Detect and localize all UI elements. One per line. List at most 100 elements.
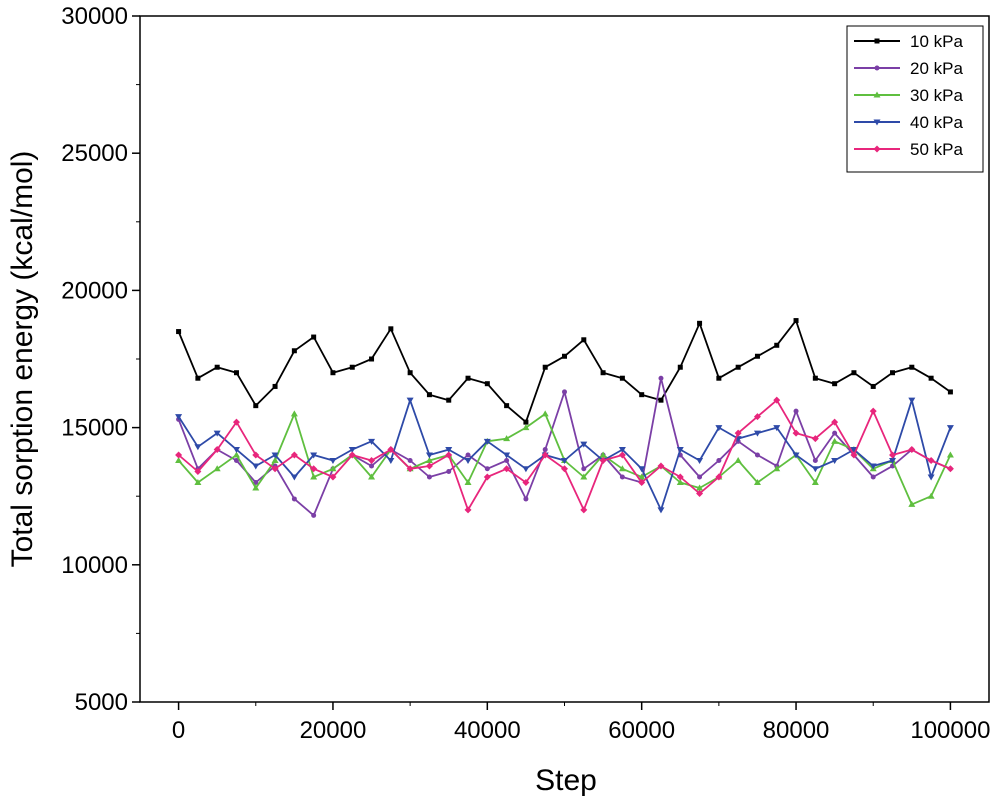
data-point-20-kpa: [311, 512, 317, 518]
data-point-50-kpa: [657, 462, 665, 470]
data-point-50-kpa: [522, 478, 530, 486]
data-point-40-kpa: [946, 425, 954, 432]
data-point-20-kpa: [658, 375, 664, 381]
data-point-50-kpa: [618, 451, 626, 459]
data-point-10-kpa: [870, 383, 876, 389]
data-point-40-kpa: [927, 474, 935, 481]
data-point-50-kpa: [271, 465, 279, 473]
data-point-30-kpa: [811, 478, 819, 485]
data-point-30-kpa: [773, 465, 781, 472]
x-tick-label: 20000: [300, 717, 367, 744]
data-point-50-kpa: [232, 418, 240, 426]
data-point-50-kpa: [696, 489, 704, 497]
data-point-10-kpa: [253, 403, 259, 409]
data-point-50-kpa: [503, 465, 511, 473]
data-point-40-kpa: [753, 430, 761, 437]
data-point-50-kpa: [599, 457, 607, 465]
series-layer: [175, 318, 954, 518]
series-line-20-kpa: [177, 377, 951, 517]
data-point-20-kpa: [504, 458, 510, 464]
data-point-40-kpa: [792, 452, 800, 459]
data-point-50-kpa: [676, 473, 684, 481]
data-point-20-kpa: [484, 466, 490, 472]
data-point-10-kpa: [947, 389, 953, 395]
y-axis-title: Total sorption energy (kcal/mol): [6, 151, 39, 568]
data-point-50-kpa: [483, 473, 491, 481]
legend-marker: [873, 91, 881, 98]
series-50-kpa: [175, 396, 954, 514]
data-point-40-kpa: [175, 414, 183, 421]
data-point-30-kpa: [676, 478, 684, 485]
series-20-kpa: [176, 375, 953, 518]
data-point-50-kpa: [773, 396, 781, 404]
legend-label: 10 kPa: [910, 32, 963, 51]
series-40-kpa: [175, 397, 954, 514]
data-point-10-kpa: [639, 392, 645, 398]
data-point-30-kpa: [734, 457, 742, 464]
legend-item-40-kpa: 40 kPa: [854, 113, 963, 132]
data-point-10-kpa: [658, 397, 664, 403]
data-point-20-kpa: [465, 452, 471, 458]
data-point-20-kpa: [369, 463, 375, 469]
data-point-40-kpa: [811, 466, 819, 473]
data-point-30-kpa: [946, 451, 954, 458]
data-point-20-kpa: [426, 474, 432, 480]
legend-marker: [873, 119, 881, 126]
data-point-10-kpa: [735, 364, 741, 370]
data-point-10-kpa: [504, 403, 510, 409]
data-point-50-kpa: [908, 446, 916, 454]
data-point-10-kpa: [407, 370, 413, 376]
data-point-50-kpa: [541, 451, 549, 459]
data-point-50-kpa: [734, 429, 742, 437]
y-axis: 5000 10000 15000 20000 25000 30000: [61, 3, 140, 716]
data-point-30-kpa: [696, 484, 704, 491]
data-point-50-kpa: [194, 468, 202, 476]
data-point-40-kpa: [232, 447, 240, 454]
data-point-10-kpa: [446, 397, 452, 403]
data-point-50-kpa: [368, 457, 376, 465]
data-point-50-kpa: [310, 465, 318, 473]
data-point-10-kpa: [484, 381, 490, 387]
data-point-40-kpa: [310, 452, 318, 459]
data-point-40-kpa: [213, 430, 221, 437]
data-point-10-kpa: [562, 353, 567, 359]
x-axis: 0 20000 40000 60000 80000 100000: [172, 702, 990, 744]
data-point-20-kpa: [754, 452, 760, 458]
data-point-50-kpa: [329, 473, 337, 481]
data-point-10-kpa: [465, 375, 471, 381]
data-point-40-kpa: [194, 444, 202, 451]
y-tick-label: 20000: [61, 277, 128, 304]
legend-item-10-kpa: 10 kPa: [854, 32, 963, 51]
data-point-50-kpa: [175, 451, 183, 459]
data-point-10-kpa: [600, 370, 606, 376]
data-point-10-kpa: [291, 348, 297, 354]
data-point-30-kpa: [580, 473, 588, 480]
data-point-20-kpa: [697, 474, 703, 480]
data-point-10-kpa: [426, 392, 432, 398]
x-tick-label: 60000: [608, 717, 675, 744]
data-point-40-kpa: [329, 458, 337, 465]
data-point-30-kpa: [908, 500, 916, 507]
legend-marker: [874, 65, 880, 71]
data-point-40-kpa: [831, 458, 839, 465]
data-point-10-kpa: [890, 370, 896, 376]
data-point-30-kpa: [310, 473, 318, 480]
data-point-40-kpa: [522, 466, 530, 473]
data-point-50-kpa: [753, 413, 761, 421]
data-point-40-kpa: [348, 447, 356, 454]
data-point-40-kpa: [580, 441, 588, 448]
data-point-30-kpa: [175, 457, 183, 464]
data-point-30-kpa: [599, 451, 607, 458]
legend-label: 30 kPa: [910, 86, 963, 105]
data-point-30-kpa: [522, 424, 530, 431]
data-point-50-kpa: [831, 418, 839, 426]
legend-label: 40 kPa: [910, 113, 963, 132]
data-point-30-kpa: [329, 465, 337, 472]
data-point-30-kpa: [232, 451, 240, 458]
data-point-40-kpa: [368, 438, 376, 445]
data-point-10-kpa: [233, 370, 239, 376]
data-point-10-kpa: [793, 318, 799, 324]
data-point-40-kpa: [503, 452, 511, 459]
data-point-50-kpa: [387, 446, 395, 454]
data-point-40-kpa: [850, 447, 858, 454]
